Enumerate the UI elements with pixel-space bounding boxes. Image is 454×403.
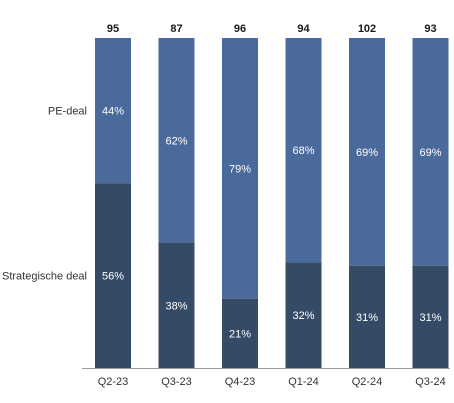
total-label: 96 xyxy=(234,23,246,35)
data-label-pe-deal: 69% xyxy=(419,147,441,159)
data-label-pe-deal: 79% xyxy=(229,163,251,175)
data-label-strategische-deal: 21% xyxy=(229,328,251,340)
total-label: 102 xyxy=(358,23,376,35)
bar-segment-strategische-deal xyxy=(158,242,195,368)
data-label-pe-deal: 62% xyxy=(165,135,187,147)
bar-segment-pe-deal xyxy=(285,38,322,263)
bar-segment-strategische-deal xyxy=(349,265,385,368)
data-label-pe-deal: 69% xyxy=(356,147,378,159)
data-label-strategische-deal: 32% xyxy=(292,310,314,322)
x-tick-label: Q2-23 xyxy=(98,376,129,388)
bar-segment-strategische-deal xyxy=(412,265,449,368)
total-label: 94 xyxy=(297,23,310,35)
data-label-strategische-deal: 56% xyxy=(102,271,124,283)
bar-segment-pe-deal xyxy=(349,38,385,266)
data-label-strategische-deal: 31% xyxy=(356,312,378,324)
bar-segment-strategische-deal xyxy=(95,183,131,368)
total-label: 95 xyxy=(107,23,119,35)
bar-segment-pe-deal xyxy=(95,38,131,184)
bar-segment-pe-deal xyxy=(158,38,195,243)
total-label: 93 xyxy=(424,23,436,35)
bar-segment-pe-deal xyxy=(412,38,449,266)
data-label-strategische-deal: 31% xyxy=(419,312,441,324)
x-tick-label: Q3-24 xyxy=(415,376,446,388)
series-label-strategische-deal: Strategische deal xyxy=(2,271,87,283)
data-label-pe-deal: 68% xyxy=(292,145,314,157)
bar-segment-strategische-deal xyxy=(222,298,258,368)
x-tick-label: Q4-23 xyxy=(225,376,256,388)
data-label-pe-deal: 44% xyxy=(102,106,124,118)
x-tick-label: Q1-24 xyxy=(288,376,319,388)
series-label-pe-deal: PE-deal xyxy=(48,106,87,118)
x-tick-label: Q3-23 xyxy=(161,376,192,388)
total-label: 87 xyxy=(170,23,182,35)
bar-segment-pe-deal xyxy=(222,38,258,299)
x-tick-label: Q2-24 xyxy=(352,376,383,388)
data-label-strategische-deal: 38% xyxy=(165,300,187,312)
bar-segment-strategische-deal xyxy=(285,262,322,368)
